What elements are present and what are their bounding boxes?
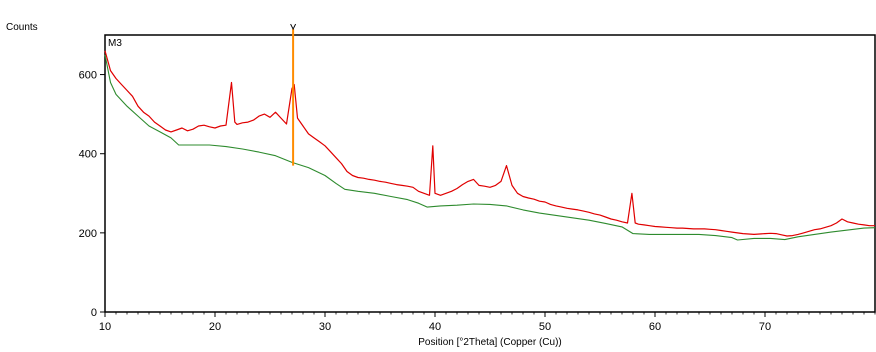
y-axis-label: Counts [6, 22, 38, 33]
x-tick-label: 10 [99, 321, 111, 333]
peak-marker-arrow-icon [290, 23, 297, 31]
sample-label: M3 [108, 38, 122, 49]
x-axis-ticks: 10 20 30 40 50 60 70 [99, 312, 876, 333]
x-tick-label: 70 [759, 321, 771, 333]
measured-pattern-line [104, 50, 875, 237]
x-tick-label: 30 [319, 321, 331, 333]
peak-marker-group [290, 23, 297, 166]
y-tick-label: 400 [79, 149, 97, 161]
x-tick-label: 60 [649, 321, 661, 333]
y-tick-label: 200 [79, 228, 97, 240]
x-tick-label: 40 [429, 321, 441, 333]
x-tick-label: 50 [539, 321, 551, 333]
plot-frame [104, 34, 876, 313]
y-axis-ticks: 0 200 400 600 [79, 70, 105, 319]
background-line [104, 54, 876, 241]
y-tick-label: 600 [79, 70, 97, 82]
series-group [104, 50, 876, 241]
x-axis-label: Position [°2Theta] (Copper (Cu)) [418, 337, 562, 348]
x-tick-label: 20 [209, 321, 221, 333]
y-tick-label: 0 [91, 307, 97, 319]
